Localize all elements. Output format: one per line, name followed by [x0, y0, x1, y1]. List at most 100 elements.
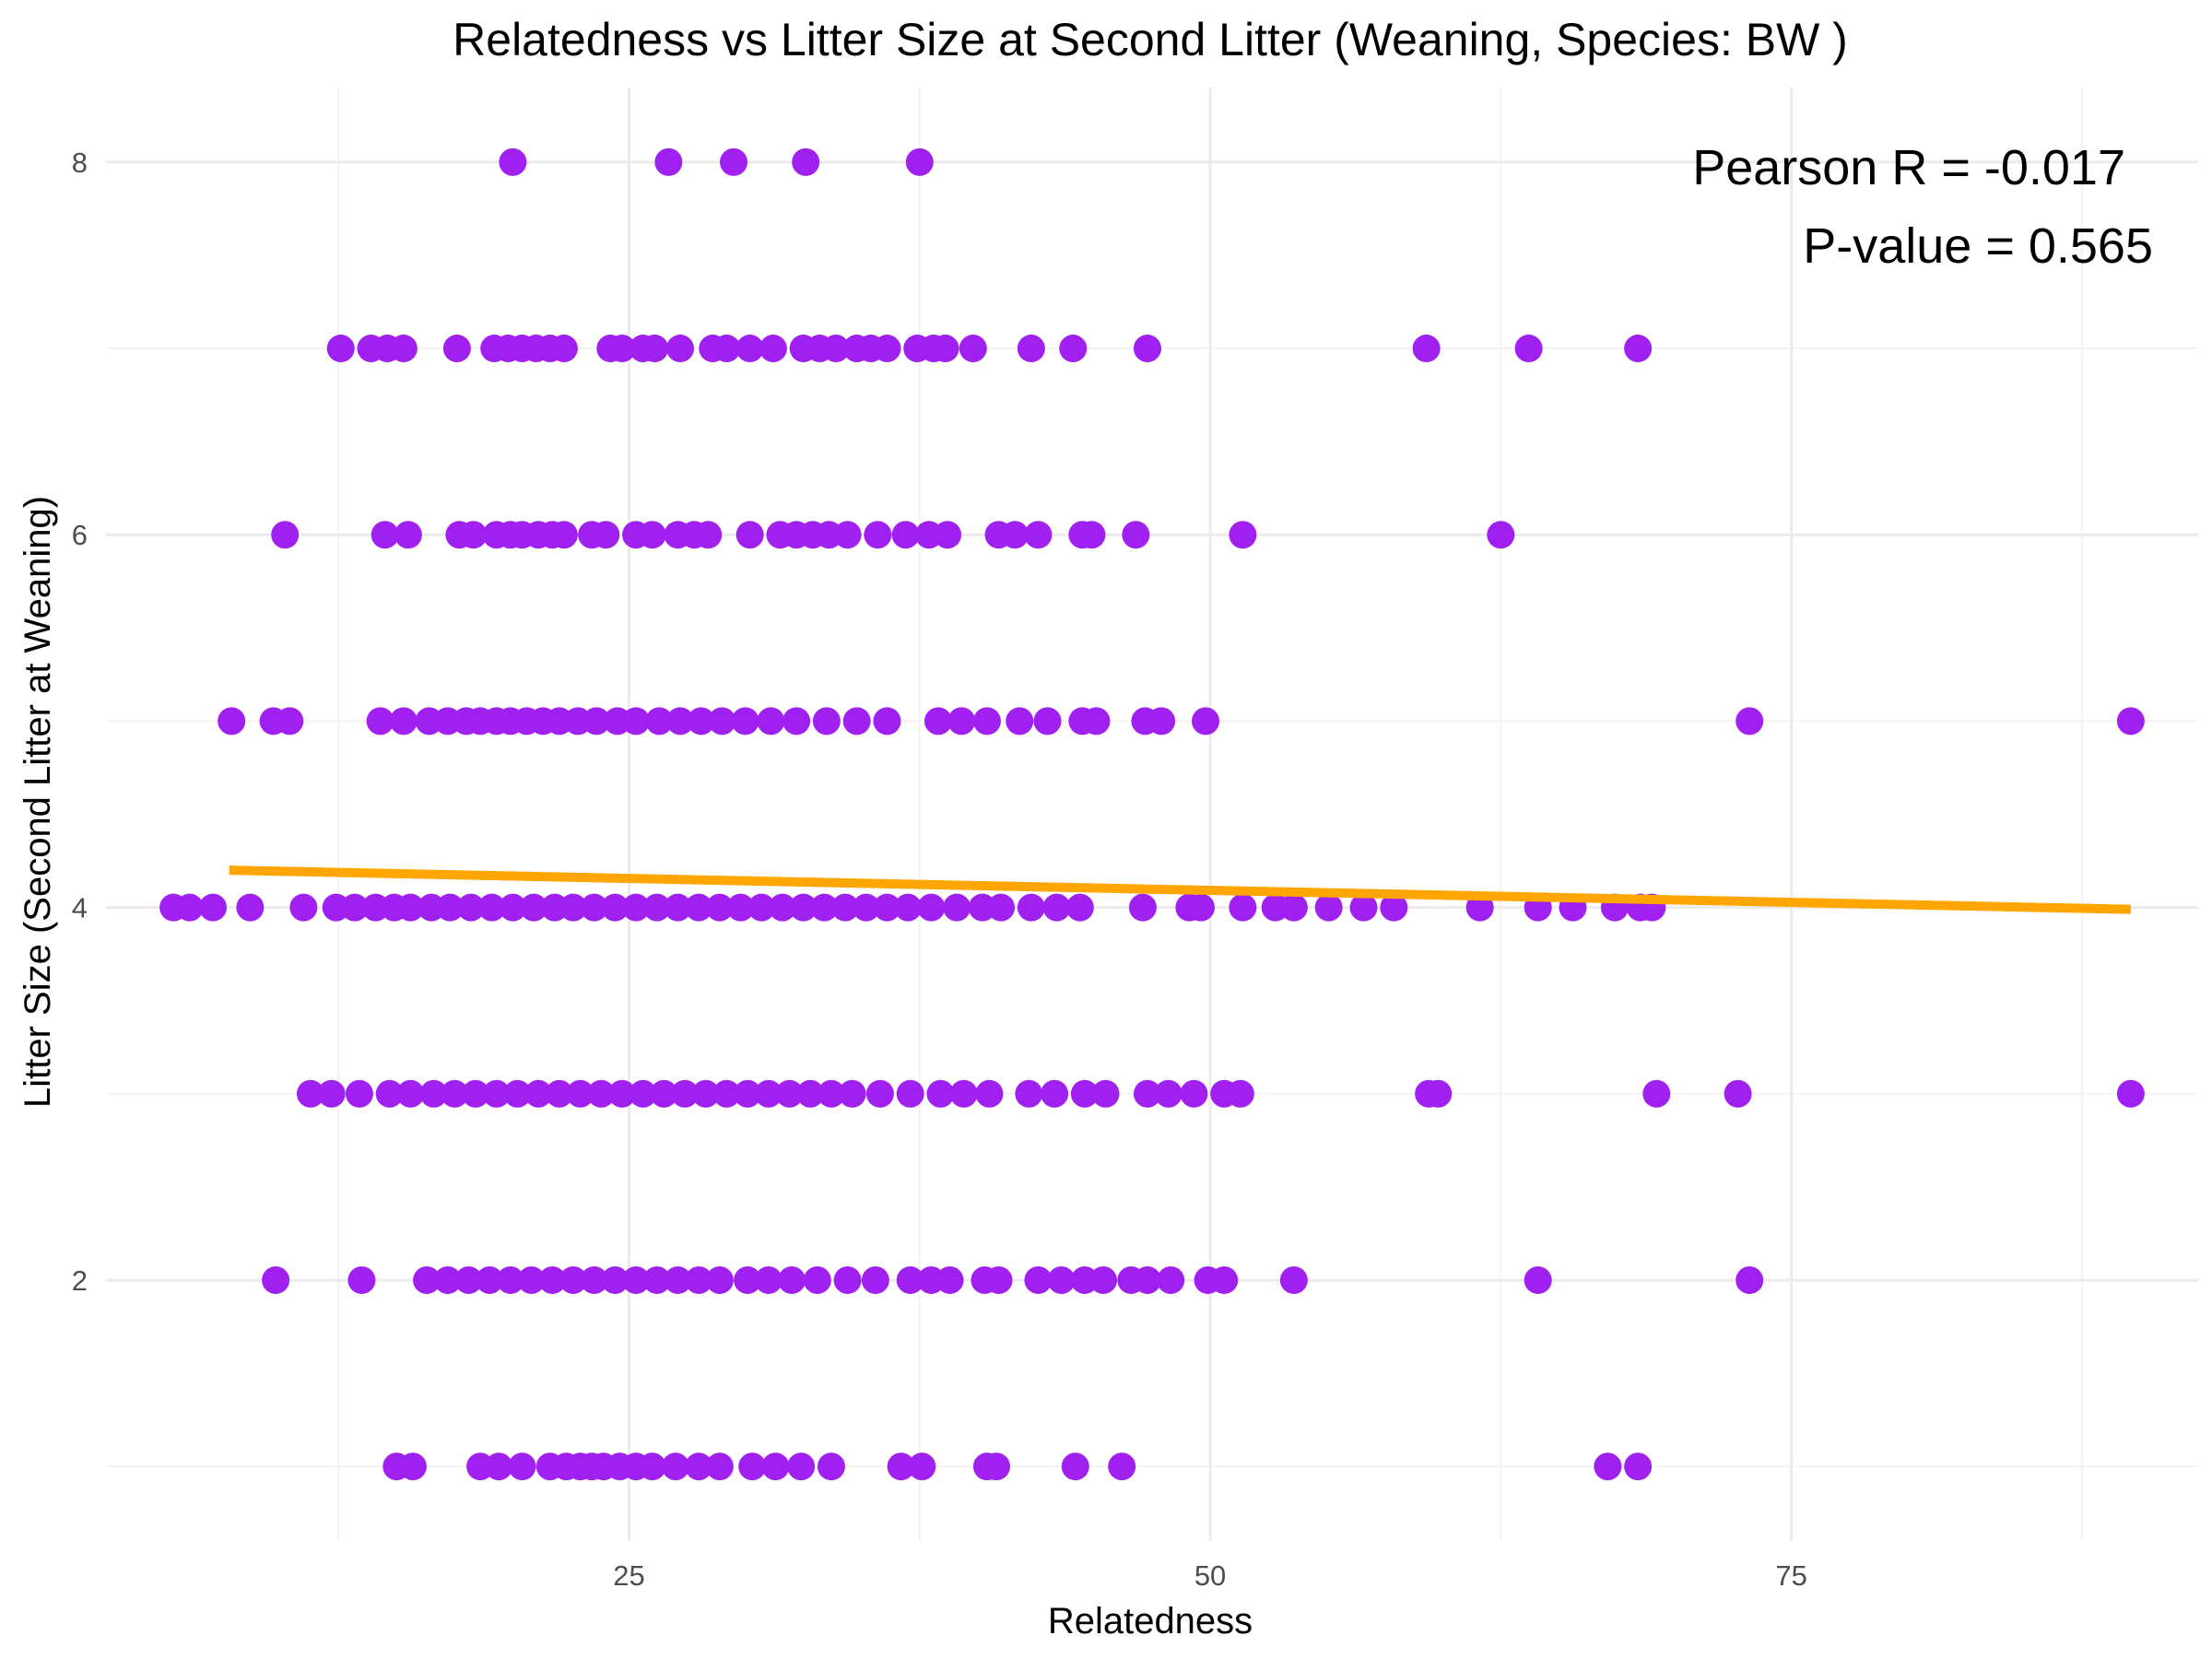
data-points	[159, 147, 2145, 1481]
data-point	[296, 1079, 324, 1108]
data-point	[601, 1265, 629, 1294]
data-point	[738, 1453, 767, 1481]
tick-labels: 25 50 75 2 4 6 8	[72, 147, 1807, 1592]
data-point	[645, 707, 674, 735]
data-point	[524, 1079, 553, 1108]
data-point	[691, 1079, 720, 1108]
data-point	[477, 893, 506, 922]
pearson-r-annotation: Pearson R = -0.017	[1692, 140, 2125, 195]
data-point	[984, 1265, 1013, 1294]
data-point	[731, 707, 759, 735]
data-point	[685, 1453, 713, 1481]
data-point	[1724, 1079, 1752, 1108]
data-point	[949, 1079, 978, 1108]
data-point	[549, 335, 578, 363]
data-point	[459, 521, 488, 549]
data-point	[708, 707, 736, 735]
data-point	[1735, 707, 1764, 735]
data-point	[413, 1265, 441, 1294]
data-point	[566, 1079, 594, 1108]
data-point	[1015, 1079, 1043, 1108]
data-point	[340, 893, 369, 922]
data-point	[792, 147, 820, 176]
data-point	[665, 335, 694, 363]
data-point	[1041, 1079, 1069, 1108]
data-point	[1108, 1453, 1136, 1481]
data-point	[1128, 893, 1157, 922]
data-point	[2116, 707, 2145, 735]
data-point	[1180, 1079, 1208, 1108]
data-point	[759, 335, 787, 363]
data-point	[789, 893, 818, 922]
data-point	[894, 893, 923, 922]
data-point	[276, 707, 304, 735]
data-point	[705, 1265, 734, 1294]
data-point	[1017, 335, 1045, 363]
data-point	[394, 521, 422, 549]
data-point	[1091, 1079, 1120, 1108]
data-point	[1735, 1265, 1764, 1294]
y-tick-label: 4	[72, 892, 88, 924]
data-point	[175, 893, 204, 922]
data-point	[375, 1079, 404, 1108]
data-point	[1065, 893, 1094, 922]
data-point	[861, 1265, 889, 1294]
data-point	[262, 1265, 290, 1294]
data-point	[735, 521, 764, 549]
x-tick-label: 50	[1194, 1559, 1226, 1592]
y-tick-label: 6	[72, 519, 88, 551]
data-point	[685, 1265, 713, 1294]
data-point	[817, 1079, 845, 1108]
data-point	[433, 1265, 462, 1294]
data-point	[821, 335, 850, 363]
data-point	[549, 521, 578, 549]
data-point	[735, 335, 764, 363]
data-point	[654, 147, 683, 176]
data-point	[271, 521, 300, 549]
data-point	[622, 707, 651, 735]
data-point	[419, 1079, 448, 1108]
data-point	[908, 1453, 936, 1481]
data-point	[661, 1453, 689, 1481]
data-point	[664, 1265, 692, 1294]
data-point	[975, 1079, 1004, 1108]
data-point	[1229, 521, 1257, 549]
data-point	[496, 1265, 524, 1294]
data-point	[685, 893, 713, 922]
data-point	[1279, 1265, 1308, 1294]
data-point	[1229, 893, 1257, 922]
data-point	[720, 147, 747, 176]
data-point	[462, 1079, 490, 1108]
data-point	[580, 1265, 608, 1294]
data-point	[642, 1265, 671, 1294]
data-point	[778, 1265, 806, 1294]
data-point	[1122, 521, 1150, 549]
data-point	[582, 707, 611, 735]
data-point	[326, 335, 355, 363]
data-point	[1226, 1079, 1254, 1108]
data-point	[947, 707, 976, 735]
data-point	[456, 893, 485, 922]
data-point	[1059, 335, 1088, 363]
data-point	[347, 1265, 376, 1294]
p-value-annotation: P-value = 0.565	[1803, 218, 2153, 274]
data-point	[1154, 1079, 1182, 1108]
chart-title: Relatedness vs Litter Size at Second Lit…	[453, 14, 1848, 65]
data-point	[1487, 521, 1515, 549]
data-point	[199, 893, 228, 922]
data-point	[817, 1453, 845, 1481]
data-point	[1001, 521, 1030, 549]
data-point	[1061, 1453, 1089, 1481]
data-point	[454, 1265, 483, 1294]
data-point	[559, 1265, 587, 1294]
data-point	[517, 1265, 546, 1294]
data-point	[236, 893, 265, 922]
y-tick-label: 8	[72, 147, 88, 179]
data-point	[838, 1079, 866, 1108]
data-point	[664, 893, 692, 922]
data-point	[891, 521, 920, 549]
data-point	[1424, 1079, 1453, 1108]
data-point	[650, 1079, 678, 1108]
